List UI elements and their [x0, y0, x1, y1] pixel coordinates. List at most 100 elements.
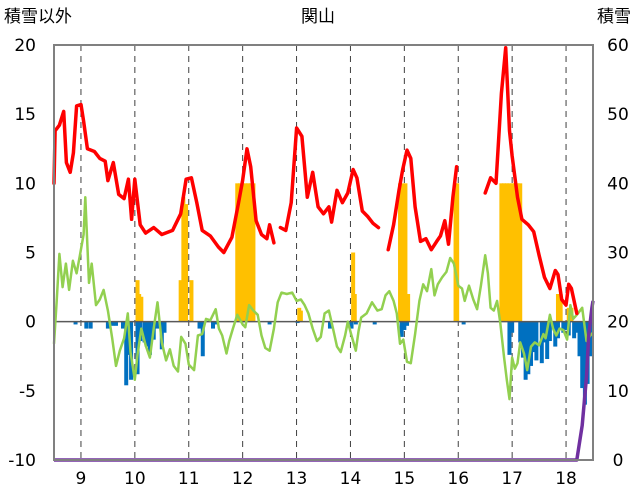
blue-bar — [402, 321, 407, 330]
blue-bar — [542, 321, 547, 343]
blue-bar — [588, 321, 593, 357]
x-tick-label: 15 — [394, 469, 416, 489]
orange-bar — [510, 183, 515, 322]
blue-bar — [399, 321, 404, 337]
blue-bar — [211, 321, 216, 329]
blue-bar — [267, 321, 272, 325]
blue-bar — [461, 321, 466, 325]
blue-bar — [580, 321, 585, 389]
left-tick-label: 5 — [25, 244, 36, 264]
orange-bar — [512, 183, 517, 322]
orange-bar — [189, 280, 194, 322]
right-axis-title: 積雪 — [597, 7, 631, 27]
x-tick-label: 13 — [286, 469, 308, 489]
blue-bar — [574, 321, 579, 333]
right-tick-label: 0 — [613, 451, 624, 471]
x-tick-label: 9 — [76, 469, 87, 489]
orange-bar — [298, 310, 303, 322]
orange-bar — [137, 294, 142, 322]
blue-bar — [518, 321, 523, 343]
blue-bar — [353, 321, 358, 325]
x-tick-label: 18 — [555, 469, 577, 489]
blue-bar — [124, 321, 129, 386]
right-tick-label: 60 — [607, 36, 629, 56]
left-tick-label: 0 — [25, 313, 36, 333]
blue-bar — [88, 321, 93, 329]
blue-bar — [120, 321, 125, 329]
blue-bar — [507, 321, 512, 355]
blue-bar — [372, 321, 377, 325]
blue-bar — [572, 321, 577, 339]
orange-bar — [518, 183, 523, 322]
blue-bar — [144, 321, 149, 347]
blue-bar — [561, 321, 566, 333]
x-tick-label: 11 — [178, 469, 200, 489]
left-tick-label: -10 — [8, 451, 36, 471]
x-tick-label: 10 — [124, 469, 146, 489]
blue-bar — [73, 321, 78, 325]
blue-bar — [545, 321, 550, 360]
blue-bar — [84, 321, 89, 329]
plot-frame — [53, 44, 594, 461]
orange-bar — [237, 183, 242, 322]
orange-bar — [240, 183, 245, 322]
orange-bar — [352, 294, 357, 322]
blue-bar — [155, 321, 160, 329]
x-tick-label: 17 — [501, 469, 523, 489]
left-tick-label: 15 — [14, 105, 36, 125]
blue-bar — [547, 321, 552, 342]
blue-bar — [213, 321, 218, 325]
blue-bar — [162, 321, 167, 333]
blue-bar — [520, 321, 525, 358]
red-series-line — [483, 46, 579, 316]
blue-bar — [110, 321, 115, 326]
blue-bar — [531, 321, 536, 353]
blue-bar — [113, 321, 118, 326]
blue-bar — [405, 321, 410, 326]
blue-bar — [349, 321, 354, 329]
orange-bar — [455, 183, 460, 322]
orange-bar — [400, 183, 405, 322]
right-tick-label: 50 — [607, 105, 629, 125]
orange-bar — [398, 183, 403, 322]
blue-bar — [200, 321, 205, 357]
orange-bar — [248, 183, 253, 322]
orange-bar — [502, 183, 507, 322]
x-tick-label: 14 — [340, 469, 362, 489]
green-series-line — [52, 195, 594, 401]
left-tick-label: 10 — [14, 174, 36, 194]
chart-title: 関山 — [301, 7, 335, 27]
blue-bar — [105, 321, 110, 329]
orange-bar — [235, 183, 240, 322]
blue-bar — [526, 321, 531, 375]
orange-bar — [139, 296, 144, 322]
orange-bar — [406, 294, 411, 322]
left-axis-title: 積雪以外 — [4, 7, 72, 27]
right-tick-label: 40 — [607, 174, 629, 194]
orange-bar — [504, 183, 509, 322]
blue-bar — [523, 321, 528, 380]
orange-bar — [507, 183, 512, 322]
orange-bar — [181, 197, 186, 322]
orange-bar — [251, 183, 256, 322]
blue-bar — [510, 321, 515, 333]
x-tick-label: 16 — [447, 469, 469, 489]
blue-bar — [564, 321, 569, 330]
blue-bar — [327, 321, 332, 329]
gridlines — [80, 45, 567, 460]
orange-bar — [403, 183, 408, 322]
red-series-line — [278, 126, 381, 233]
blue-bar — [539, 321, 544, 364]
right-tick-label: 30 — [607, 244, 629, 264]
x-tick-label: 12 — [232, 469, 254, 489]
orange-bar — [351, 252, 356, 322]
tick-labels: 9 10 11 12 13 14 15 16 17 1820151050-5-1060504030… — [8, 36, 629, 489]
right-tick-label: 20 — [607, 313, 629, 333]
left-tick-label: -5 — [19, 382, 36, 402]
blue-bar — [577, 321, 582, 357]
blue-bar — [529, 321, 534, 366]
orange-bar — [246, 183, 251, 322]
orange-bar — [243, 183, 248, 322]
